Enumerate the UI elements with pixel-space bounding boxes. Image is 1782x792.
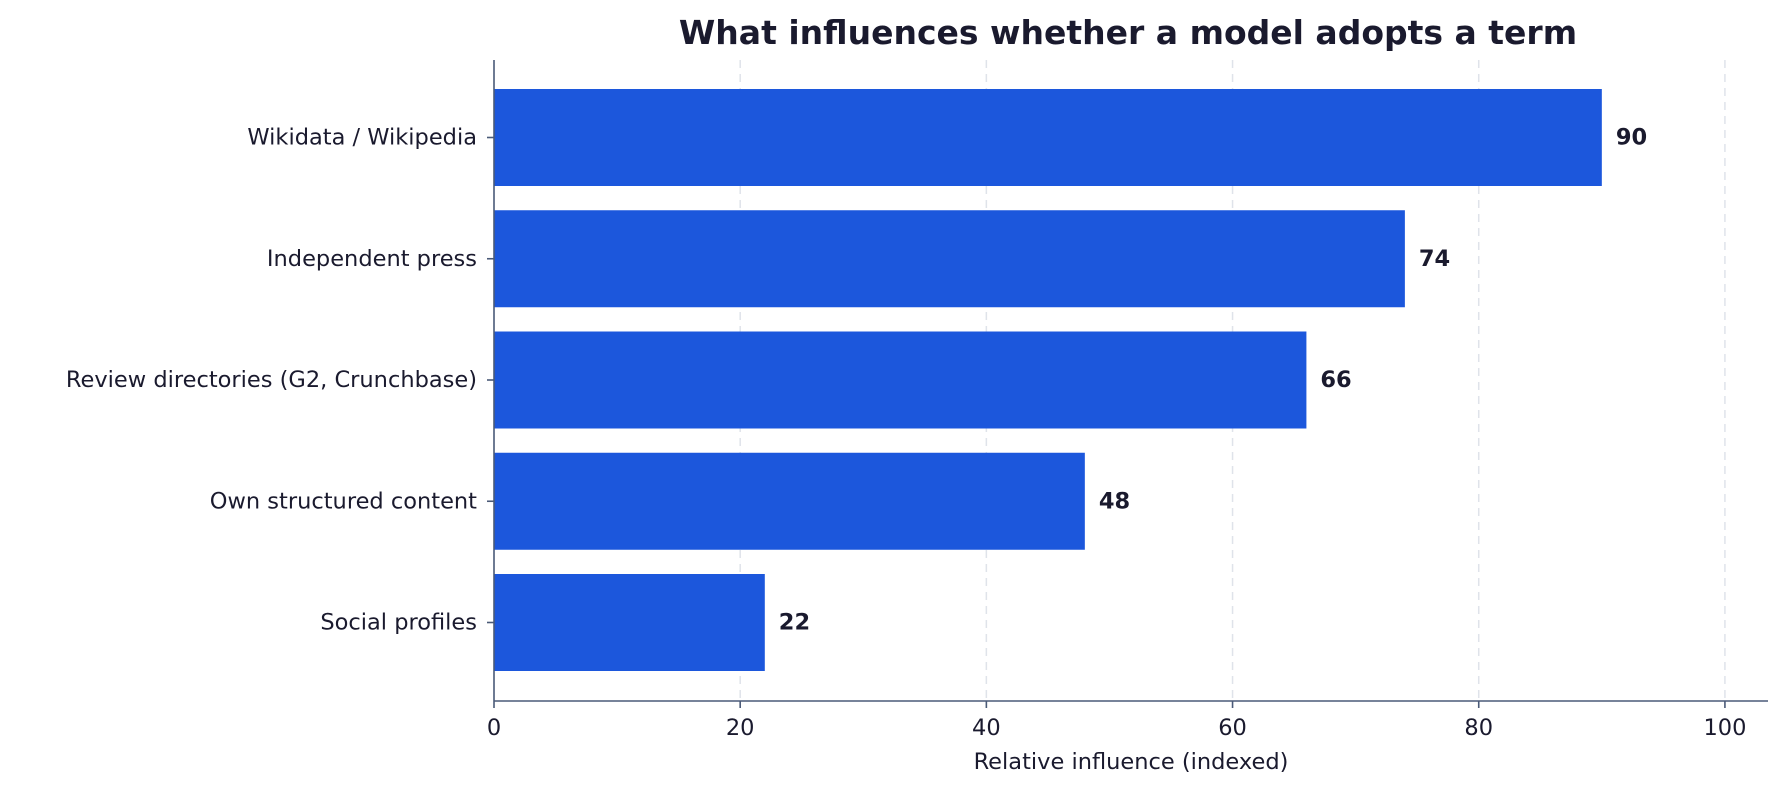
x-tick-label-5: 100 bbox=[1703, 715, 1746, 741]
data-label-1: 74 bbox=[1419, 246, 1450, 272]
axes: Wikidata / Wikipedia Independent press Rev… bbox=[66, 60, 1768, 741]
x-tick-label-1: 20 bbox=[726, 715, 755, 741]
category-label-0: Wikidata / Wikipedia bbox=[247, 125, 477, 151]
data-label-3: 48 bbox=[1099, 488, 1130, 514]
bar-4 bbox=[494, 574, 765, 671]
bar-2 bbox=[494, 331, 1307, 429]
category-label-3: Own structured content bbox=[210, 488, 477, 514]
bar-0 bbox=[494, 89, 1602, 186]
category-label-2: Review directories (G2, Crunchbase) bbox=[66, 367, 477, 393]
bar-1 bbox=[494, 210, 1405, 308]
x-tick-label-4: 80 bbox=[1464, 715, 1493, 741]
x-axis-label: Relative influence (indexed) bbox=[974, 749, 1289, 775]
x-tick-label-0: 0 bbox=[487, 715, 501, 741]
bars: 90 74 66 48 22 bbox=[494, 89, 1647, 671]
data-label-2: 66 bbox=[1320, 367, 1351, 393]
data-label-4: 22 bbox=[779, 610, 810, 636]
x-tick-label-3: 60 bbox=[1218, 715, 1247, 741]
x-tick-label-2: 40 bbox=[972, 715, 1001, 741]
chart-title: What influences whether a model adopts a… bbox=[679, 13, 1577, 52]
category-label-1: Independent press bbox=[267, 246, 477, 272]
bar-3 bbox=[494, 452, 1085, 550]
data-label-0: 90 bbox=[1616, 125, 1647, 151]
category-label-4: Social profiles bbox=[320, 610, 477, 636]
